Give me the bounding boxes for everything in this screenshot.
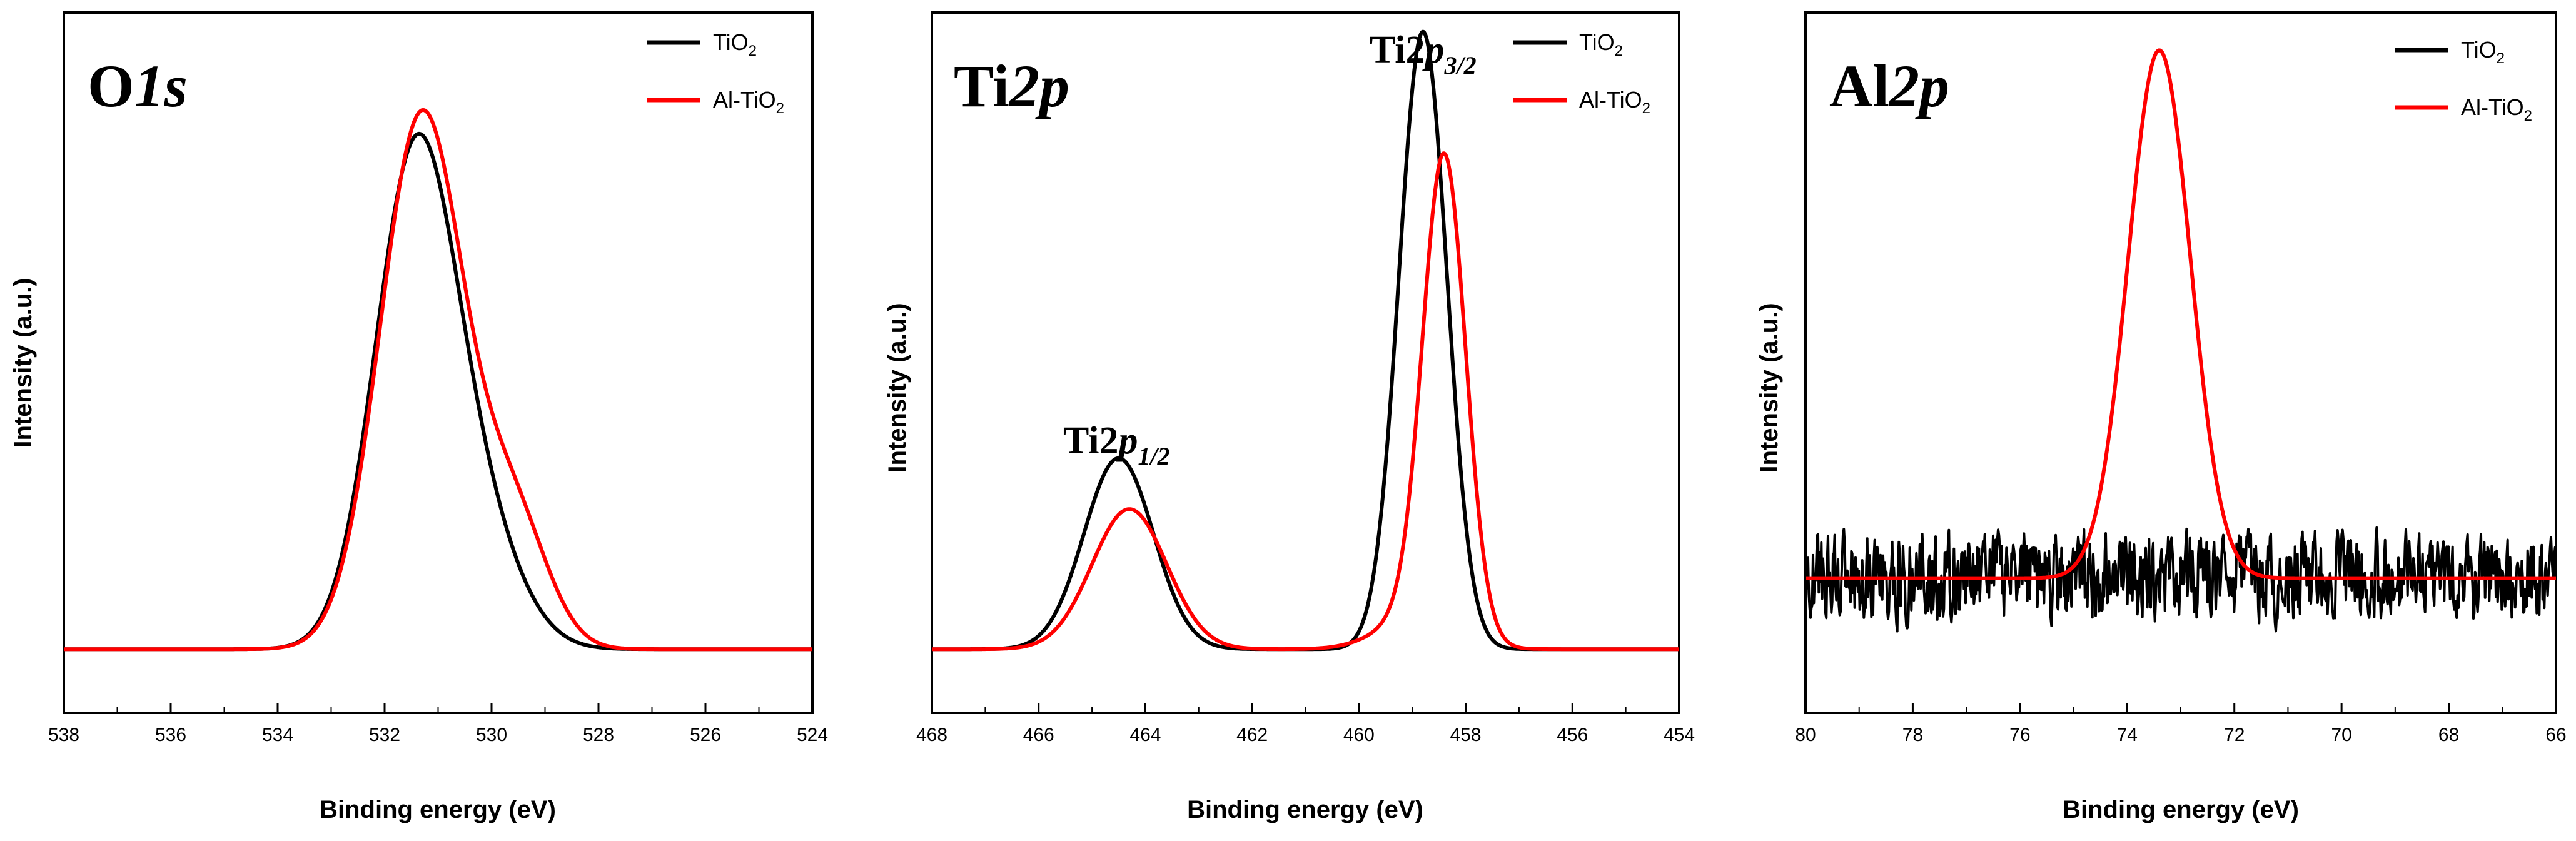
x-tick-label: 460	[1343, 725, 1375, 745]
legend: TiO2 Al-TiO2	[647, 29, 784, 117]
legend-label-tio2: TiO2	[1579, 29, 1623, 59]
x-tick-label: 536	[155, 725, 186, 745]
x-tick-label: 462	[1236, 725, 1268, 745]
x-tick-label: 524	[797, 725, 828, 745]
legend-label-al-tio2: Al-TiO2	[2461, 94, 2532, 124]
x-axis-label: Binding energy (eV)	[1187, 796, 1423, 823]
peak-label-ti2p-3-2: Ti2p3/2	[1370, 29, 1477, 79]
x-tick-label: 538	[48, 725, 79, 745]
y-axis-label: Intensity (a.u.)	[884, 303, 911, 472]
legend-label-tio2: TiO2	[2461, 37, 2505, 67]
peak-label-ti2p-1-2: Ti2p1/2	[1063, 420, 1170, 470]
x-tick-label: 74	[2117, 725, 2138, 745]
series-layer	[931, 29, 1680, 652]
x-tick-label: 458	[1450, 725, 1482, 745]
x-tick-label: 454	[1664, 725, 1695, 745]
x-tick-label: 464	[1129, 725, 1161, 745]
legend: TiO2 Al-TiO2	[2395, 37, 2532, 124]
x-tick-label: 534	[262, 725, 293, 745]
x-ticks: 80 78 76 74 72 70 68 66	[1795, 703, 2567, 745]
series-layer	[1804, 48, 2557, 633]
x-tick-label: 456	[1557, 725, 1588, 745]
x-tick-label: 468	[916, 725, 947, 745]
series-line-al-tio2	[931, 151, 1680, 652]
legend: TiO2 Al-TiO2	[1513, 29, 1650, 117]
x-tick-label: 526	[690, 725, 721, 745]
x-tick-label: 80	[1795, 725, 1816, 745]
panel-title: O1s	[88, 53, 188, 119]
x-tick-label: 72	[2224, 725, 2245, 745]
x-tick-label: 532	[369, 725, 400, 745]
x-tick-label: 66	[2545, 725, 2566, 745]
x-ticks: 538 536 534 532 530 528 526 524	[48, 703, 828, 745]
legend-label-al-tio2: Al-TiO2	[713, 87, 784, 117]
y-axis-label: Intensity (a.u.)	[1755, 303, 1783, 472]
series-line-tio2	[931, 29, 1680, 652]
y-axis-label: Intensity (a.u.)	[9, 278, 37, 447]
series-line-al-tio2	[63, 108, 814, 652]
series-line-al-tio2	[1804, 48, 2557, 580]
legend-label-al-tio2: Al-TiO2	[1579, 87, 1650, 117]
x-tick-label: 70	[2331, 725, 2351, 745]
series-line-tio2	[63, 131, 814, 652]
x-ticks: 468 466 464 462 460 458 456 454	[916, 703, 1695, 745]
panel-title: Ti2p	[954, 53, 1069, 119]
x-tick-label: 78	[1902, 725, 1923, 745]
panel-al2p: 80 78 76 74 72 70 68 66 TiO2 Al-TiO2 Al2p Bindi…	[1755, 11, 2567, 823]
x-tick-label: 76	[2009, 725, 2030, 745]
legend-label-tio2: TiO2	[713, 29, 757, 59]
panel-o1s: 538 536 534 532 530 528 526 524 TiO2 Al-TiO2 O1…	[9, 11, 828, 823]
x-tick-label: 466	[1023, 725, 1054, 745]
x-axis-label: Binding energy (eV)	[2063, 796, 2299, 823]
x-tick-label: 530	[476, 725, 507, 745]
panel-title: Al2p	[1829, 53, 1949, 119]
panel-ti2p: 468 466 464 462 460 458 456 454 TiO2 Al-TiO2 Ti…	[884, 11, 1695, 823]
series-layer	[63, 108, 814, 652]
x-tick-label: 528	[583, 725, 614, 745]
x-axis-label: Binding energy (eV)	[320, 796, 556, 823]
x-tick-label: 68	[2438, 725, 2459, 745]
series-line-tio2	[1804, 526, 2557, 633]
